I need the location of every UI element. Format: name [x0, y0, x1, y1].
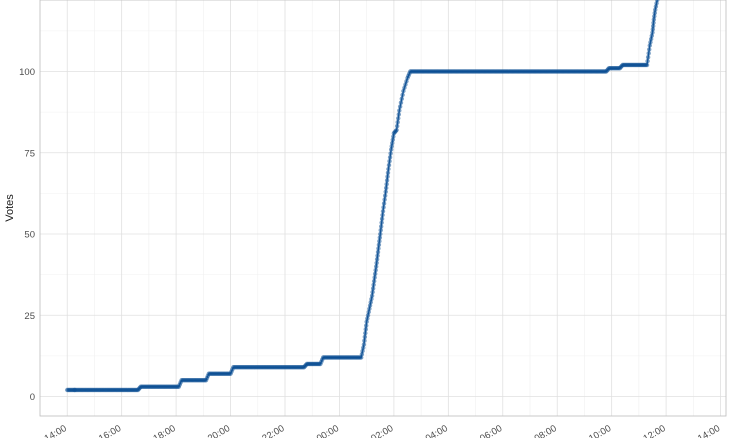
data-point — [400, 92, 405, 98]
data-point — [397, 108, 402, 113]
data-point — [645, 55, 651, 60]
data-point — [371, 278, 377, 284]
data-point — [383, 189, 388, 194]
data-point — [381, 205, 386, 210]
data-point — [372, 275, 377, 280]
x-tick-label: 08:00 — [533, 423, 559, 438]
data-point — [362, 338, 367, 343]
data-point — [387, 159, 392, 164]
y-tick-label: 50 — [24, 230, 35, 241]
data-point — [650, 23, 656, 29]
data-point — [386, 166, 391, 172]
data-point — [374, 260, 379, 266]
data-point — [398, 100, 404, 105]
x-tick-label: 18:00 — [152, 423, 178, 438]
data-point — [387, 155, 393, 160]
data-point — [396, 116, 401, 121]
series-layer — [65, 0, 660, 393]
data-point — [374, 257, 380, 262]
data-point — [386, 162, 392, 168]
data-point — [369, 293, 375, 298]
data-point — [384, 181, 389, 187]
x-tick-label: 14:00 — [43, 423, 69, 438]
x-tick-label: 22:00 — [260, 423, 286, 438]
data-point — [396, 112, 401, 117]
x-tick-label: 14:00 — [696, 423, 722, 438]
data-point — [655, 0, 660, 3]
data-point — [647, 47, 652, 52]
data-point — [375, 253, 380, 258]
data-point — [370, 289, 375, 295]
y-axis-title: Votes — [4, 194, 16, 222]
y-tick-label: 25 — [24, 311, 35, 322]
x-tick-label: 06:00 — [478, 423, 504, 438]
data-point — [378, 228, 383, 233]
data-point — [395, 120, 400, 125]
data-point — [378, 224, 384, 229]
data-point — [388, 147, 394, 152]
data-point — [397, 104, 403, 109]
data-point — [385, 174, 390, 179]
plot-panel-border — [39, 0, 727, 417]
data-point — [362, 334, 368, 340]
data-point — [646, 51, 651, 56]
data-point — [384, 178, 390, 183]
data-point — [645, 58, 650, 64]
y-tick-label: 100 — [19, 67, 35, 78]
x-tick-label: 16:00 — [97, 423, 123, 438]
data-point — [373, 264, 379, 269]
data-point — [651, 20, 656, 25]
data-point — [372, 271, 378, 277]
data-point — [652, 14, 657, 19]
data-point — [378, 231, 383, 237]
data-point — [363, 327, 368, 332]
data-point — [379, 216, 385, 222]
data-point — [652, 10, 657, 16]
data-point — [377, 239, 382, 244]
data-point — [376, 246, 381, 251]
y-tick-label: 0 — [30, 392, 35, 403]
y-axis-ticks: 0 25 50 75 100 — [19, 67, 35, 403]
x-tick-label: 20:00 — [206, 423, 232, 438]
data-point — [382, 193, 388, 198]
x-tick-label: 04:00 — [424, 423, 450, 438]
x-tick-label: 10:00 — [587, 423, 613, 438]
data-point — [399, 96, 404, 102]
y-tick-label: 75 — [24, 148, 35, 159]
data-point — [650, 27, 656, 32]
data-point — [390, 140, 395, 146]
data-point — [389, 144, 394, 149]
data-point — [380, 212, 385, 218]
data-point — [379, 220, 384, 225]
data-point — [376, 242, 382, 248]
data-point — [380, 209, 386, 214]
data-point — [390, 137, 395, 142]
series-line — [67, 0, 658, 391]
data-point — [364, 323, 369, 328]
data-point — [383, 185, 389, 191]
data-point — [385, 170, 391, 175]
data-point — [644, 62, 650, 68]
x-tick-label: 02:00 — [369, 423, 395, 438]
data-point — [381, 201, 387, 206]
data-point — [382, 197, 387, 202]
x-tick-label: 00:00 — [315, 423, 341, 438]
data-point — [363, 330, 368, 336]
data-point — [377, 235, 383, 240]
data-point — [650, 30, 655, 35]
data-point — [388, 151, 393, 156]
data-point — [371, 282, 376, 287]
data-point — [394, 123, 400, 129]
data-point — [651, 17, 657, 22]
data-point — [361, 342, 367, 347]
data-point — [391, 134, 396, 139]
x-tick-label: 12:00 — [642, 423, 668, 438]
data-point — [394, 127, 399, 133]
data-point — [375, 249, 381, 255]
data-point — [373, 267, 378, 273]
data-point — [370, 286, 376, 291]
x-axis-ticks: 14:00 16:00 18:00 20:00 22:00 00:00 02:00 04:00… — [43, 423, 722, 438]
